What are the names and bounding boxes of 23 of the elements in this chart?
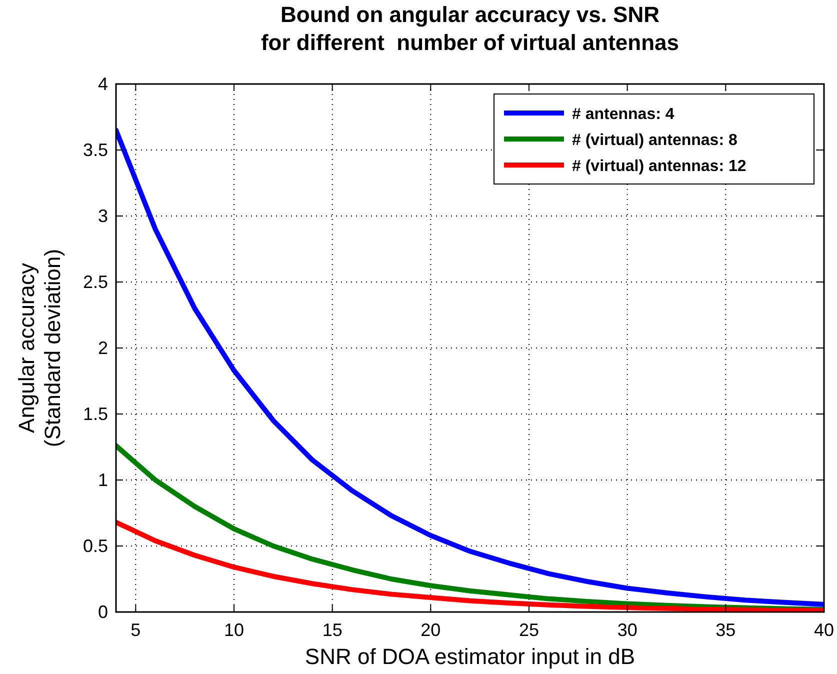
chart-title: Bound on angular accuracy vs. SNR for different number of virtual antennas bbox=[260, 2, 680, 55]
y-tick-label: 0.5 bbox=[82, 536, 108, 556]
y-tick-label: 2 bbox=[98, 338, 108, 358]
y-tick-label: 2.5 bbox=[82, 272, 108, 292]
y-axis-title: Angular accuracy (Standard deviation) bbox=[14, 248, 65, 448]
x-tick-label: 10 bbox=[224, 620, 244, 640]
y-tick-label: 4 bbox=[98, 74, 108, 94]
x-tick-label: 25 bbox=[518, 620, 540, 640]
y-tick-label: 3 bbox=[98, 206, 108, 226]
x-tick-label: 5 bbox=[130, 620, 141, 640]
legend-label: # antennas: 4 bbox=[572, 106, 674, 123]
y-tick-label: 0 bbox=[98, 602, 108, 622]
x-axis-title: SNR of DOA estimator input in dB bbox=[304, 644, 636, 669]
legend-label: # (virtual) antennas: 8 bbox=[572, 132, 738, 149]
x-tick-label: 15 bbox=[322, 620, 342, 640]
x-tick-label: 35 bbox=[716, 620, 736, 640]
x-tick-label: 40 bbox=[814, 620, 834, 640]
legend-label: # (virtual) antennas: 12 bbox=[572, 158, 746, 175]
x-tick-label: 30 bbox=[617, 620, 638, 640]
x-tick-label: 20 bbox=[420, 620, 441, 640]
y-tick-label: 3.5 bbox=[82, 140, 108, 160]
y-tick-label: 1 bbox=[98, 470, 108, 490]
y-tick-label: 1.5 bbox=[82, 404, 108, 424]
